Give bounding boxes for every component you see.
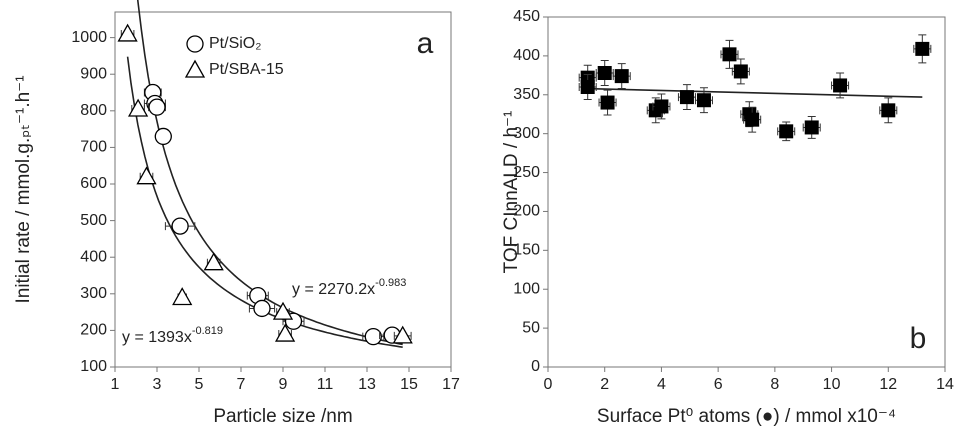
y-tick-label: 350 <box>513 86 540 103</box>
x-tick-label: 14 <box>936 376 954 393</box>
marker <box>154 127 172 146</box>
y-tick-label: 50 <box>522 319 540 336</box>
legend-marker <box>186 35 204 53</box>
marker <box>833 78 848 93</box>
trend-line <box>584 87 923 98</box>
x-tick-label: 11 <box>317 376 334 393</box>
y-tick-label: 400 <box>513 47 540 64</box>
y-tick-label: 150 <box>513 242 540 259</box>
y-tick-label: 200 <box>80 322 107 339</box>
x-tick-label: 7 <box>237 376 246 393</box>
x-axis-label: Surface Pt⁰ atoms (●) / mmol x10⁻⁴ <box>597 406 896 427</box>
x-tick-label: 10 <box>823 376 841 393</box>
x-tick-label: 3 <box>153 376 162 393</box>
y-tick-label: 700 <box>80 139 107 156</box>
marker <box>679 90 694 105</box>
marker <box>172 287 193 306</box>
x-tick-label: 15 <box>400 376 418 393</box>
marker <box>364 327 382 346</box>
marker <box>597 66 612 80</box>
marker <box>272 301 294 320</box>
x-tick-label: 13 <box>358 376 376 393</box>
fit-equation: y = 1393x-0.819 <box>122 325 223 346</box>
y-axis-label: Initial rate / mmol.g.ₚₜ⁻¹.h⁻¹ <box>13 75 34 303</box>
x-tick-label: 17 <box>442 376 460 393</box>
marker <box>804 120 819 135</box>
marker <box>127 98 149 117</box>
fit-equation-base: y = 2270.2x <box>292 281 375 298</box>
marker <box>392 325 413 344</box>
fit-equation-base: y = 1393x <box>122 329 192 346</box>
x-tick-label: 12 <box>879 376 897 393</box>
legend-label: Pt/SiO₂ <box>209 35 261 52</box>
x-tick-label: 8 <box>770 376 779 393</box>
marker <box>915 41 930 56</box>
marker <box>148 98 166 116</box>
y-tick-label: 250 <box>513 164 540 181</box>
fit-equation-exponent: -0.983 <box>375 277 406 289</box>
marker <box>614 69 629 84</box>
y-tick-label: 200 <box>513 203 540 220</box>
x-tick-label: 5 <box>195 376 204 393</box>
y-tick-label: 600 <box>80 175 107 192</box>
marker <box>171 217 189 235</box>
marker <box>117 23 138 42</box>
y-tick-label: 450 <box>513 8 540 25</box>
panel-tag: b <box>910 322 927 355</box>
y-tick-label: 500 <box>80 212 107 229</box>
marker <box>722 47 737 62</box>
x-tick-label: 2 <box>600 376 609 393</box>
y-tick-label: 800 <box>80 102 107 119</box>
x-tick-label: 4 <box>657 376 666 393</box>
y-tick-label: 300 <box>513 125 540 142</box>
fit-equation-exponent: -0.819 <box>192 325 223 337</box>
marker <box>654 99 669 114</box>
legend-marker <box>184 59 206 78</box>
marker <box>779 124 794 139</box>
y-axis-label: TOF CInnALD / h⁻¹ <box>501 111 522 274</box>
x-tick-label: 6 <box>714 376 723 393</box>
y-tick-label: 1000 <box>71 29 107 46</box>
y-tick-label: 100 <box>513 280 540 297</box>
panel-tag: a <box>417 27 434 60</box>
marker <box>253 299 271 318</box>
marker <box>881 103 896 118</box>
x-tick-label: 9 <box>279 376 288 393</box>
legend-label: Pt/SBA-15 <box>209 61 284 78</box>
marker <box>580 80 595 94</box>
marker <box>274 323 296 342</box>
marker <box>696 93 711 108</box>
x-tick-label: 0 <box>544 376 553 393</box>
y-tick-label: 300 <box>80 285 107 302</box>
marker <box>203 252 224 271</box>
y-tick-label: 400 <box>80 248 107 265</box>
y-tick-label: 900 <box>80 65 107 82</box>
y-tick-label: 0 <box>531 358 540 375</box>
x-tick-label: 1 <box>111 376 120 393</box>
x-axis-label: Particle size /nm <box>213 406 352 427</box>
marker <box>136 166 157 185</box>
y-tick-label: 100 <box>80 358 107 375</box>
plot-frame <box>547 16 946 368</box>
marker <box>733 64 748 79</box>
fit-equation: y = 2270.2x-0.983 <box>292 277 406 298</box>
marker <box>745 112 760 127</box>
marker <box>600 95 615 110</box>
